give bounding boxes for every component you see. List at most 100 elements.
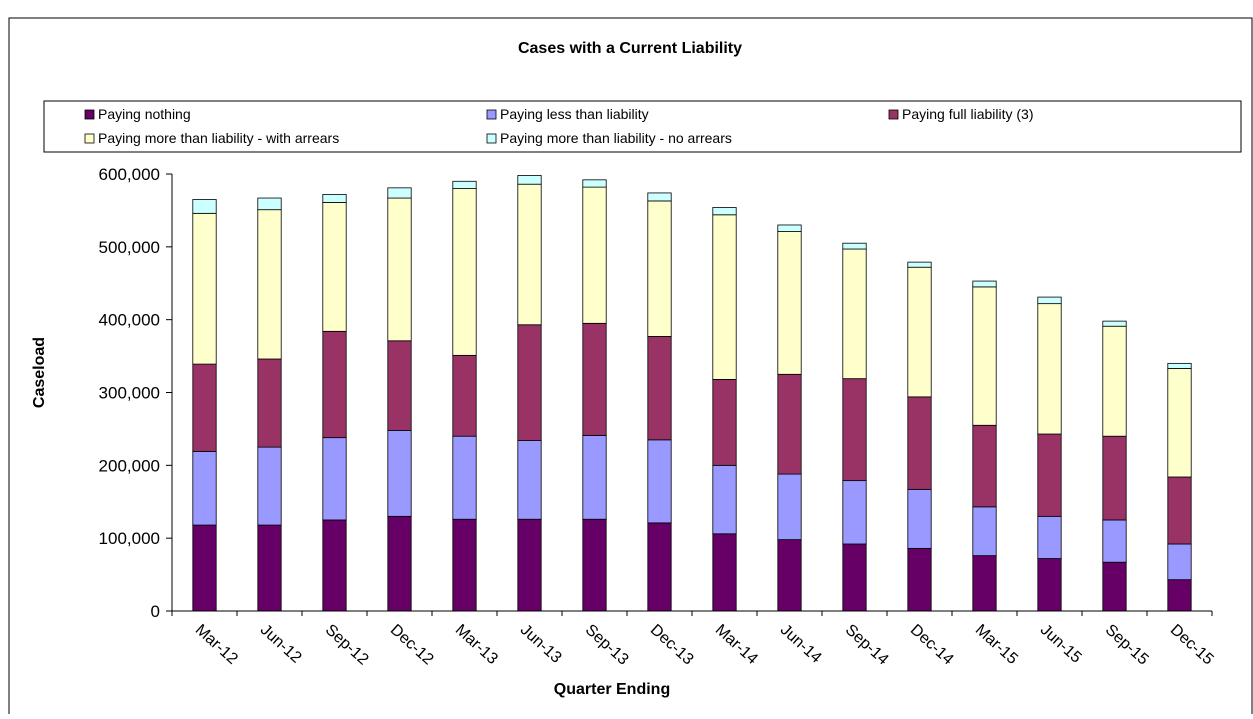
bar-segment: [257, 209, 282, 360]
bar-segment: [192, 199, 217, 214]
bar-segment: [452, 435, 477, 520]
chart-title: Cases with a Current Liability: [518, 40, 742, 57]
bar-segment: [1102, 325, 1127, 437]
bar-segment: [1037, 296, 1062, 305]
legend-box: [43, 100, 1242, 153]
bar-segment: [777, 539, 802, 612]
y-tick-label: 0: [151, 602, 160, 621]
bar-segment: [777, 224, 802, 232]
bar-segment: [387, 429, 412, 517]
y-axis: 0 100,000 200,000 300,000 400,000 500,000 600,…: [99, 165, 173, 621]
y-tick-label: 200,000: [99, 456, 160, 475]
bar-segment: [257, 358, 282, 448]
legend-entry: Paying more than liability - with arrear…: [84, 130, 339, 146]
bars: [192, 175, 1192, 612]
bar-segment: [582, 179, 607, 188]
bar-segment: [1167, 368, 1192, 478]
legend-swatch: [486, 133, 497, 144]
bar-segment: [647, 192, 672, 202]
x-axis-label: Quarter Ending: [554, 681, 670, 698]
bar-segment: [907, 488, 932, 549]
bar-segment: [972, 424, 997, 508]
bar-segment: [322, 202, 347, 332]
legend-swatch: [486, 109, 497, 120]
bar-stack: [842, 242, 867, 612]
bar-stack: [257, 197, 282, 612]
bar-stack: [517, 175, 542, 612]
bar-stack: [1167, 362, 1192, 612]
bar-stack: [452, 180, 477, 612]
bar-segment: [777, 473, 802, 541]
legend-swatch: [84, 109, 95, 120]
bar-segment: [322, 193, 347, 203]
bar-segment: [777, 231, 802, 375]
bar-segment: [1167, 362, 1192, 369]
bar-segment: [972, 555, 997, 612]
bar-stack: [1102, 320, 1127, 612]
bar-segment: [582, 518, 607, 612]
bar-segment: [387, 340, 412, 431]
bar-stack: [907, 261, 932, 612]
legend-entry: Paying less than liability: [486, 106, 649, 122]
bar-segment: [712, 207, 737, 216]
bar-segment: [387, 197, 412, 342]
legend-entry: Paying more than liability - no arrears: [486, 130, 732, 146]
legend-label: Paying less than liability: [500, 106, 649, 122]
bar-segment: [1102, 435, 1127, 521]
y-tick-label: 600,000: [99, 165, 160, 184]
bar-segment: [387, 187, 412, 199]
y-tick-label: 400,000: [99, 311, 160, 330]
bar-segment: [1167, 579, 1192, 612]
bar-stack: [777, 224, 802, 612]
bar-segment: [192, 212, 217, 365]
bar-stack: [972, 280, 997, 612]
bar-segment: [842, 248, 867, 380]
bar-segment: [582, 322, 607, 436]
bar-segment: [647, 200, 672, 337]
bar-stack: [387, 187, 412, 612]
bar-segment: [907, 396, 932, 490]
bar-segment: [322, 519, 347, 612]
bar-segment: [257, 197, 282, 211]
bar-segment: [1037, 303, 1062, 435]
bar-segment: [1102, 320, 1127, 327]
bar-segment: [517, 175, 542, 185]
bar-segment: [712, 464, 737, 535]
bar-segment: [257, 524, 282, 612]
bar-segment: [907, 261, 932, 268]
bar-segment: [1037, 558, 1062, 612]
bar-segment: [1167, 476, 1192, 545]
legend-label: Paying nothing: [98, 106, 191, 122]
bar-segment: [517, 183, 542, 326]
bar-segment: [907, 547, 932, 612]
legend-label: Paying more than liability - no arrears: [500, 130, 732, 146]
bar-segment: [647, 522, 672, 612]
bar-segment: [387, 515, 412, 612]
bar-segment: [712, 378, 737, 466]
bar-segment: [777, 373, 802, 475]
y-tick-label: 500,000: [99, 238, 160, 257]
bar-stack: [192, 199, 217, 612]
bar-segment: [1102, 561, 1127, 612]
bar-segment: [192, 363, 217, 452]
y-tick-label: 300,000: [99, 384, 160, 403]
bar-segment: [517, 324, 542, 441]
bar-stack: [322, 193, 347, 612]
bar-segment: [647, 439, 672, 524]
legend-swatch: [888, 109, 899, 120]
bar-stack: [582, 179, 607, 612]
bar-segment: [907, 266, 932, 398]
bar-segment: [517, 440, 542, 520]
bar-segment: [192, 524, 217, 612]
bar-segment: [712, 533, 737, 612]
bar-segment: [517, 518, 542, 612]
bar-segment: [192, 451, 217, 526]
legend-label: Paying full liability (3): [902, 106, 1034, 122]
bar-segment: [647, 336, 672, 441]
bar-segment: [972, 280, 997, 288]
bar-segment: [1037, 433, 1062, 517]
legend-entry: Paying nothing: [84, 106, 191, 122]
bar-stack: [647, 192, 672, 612]
